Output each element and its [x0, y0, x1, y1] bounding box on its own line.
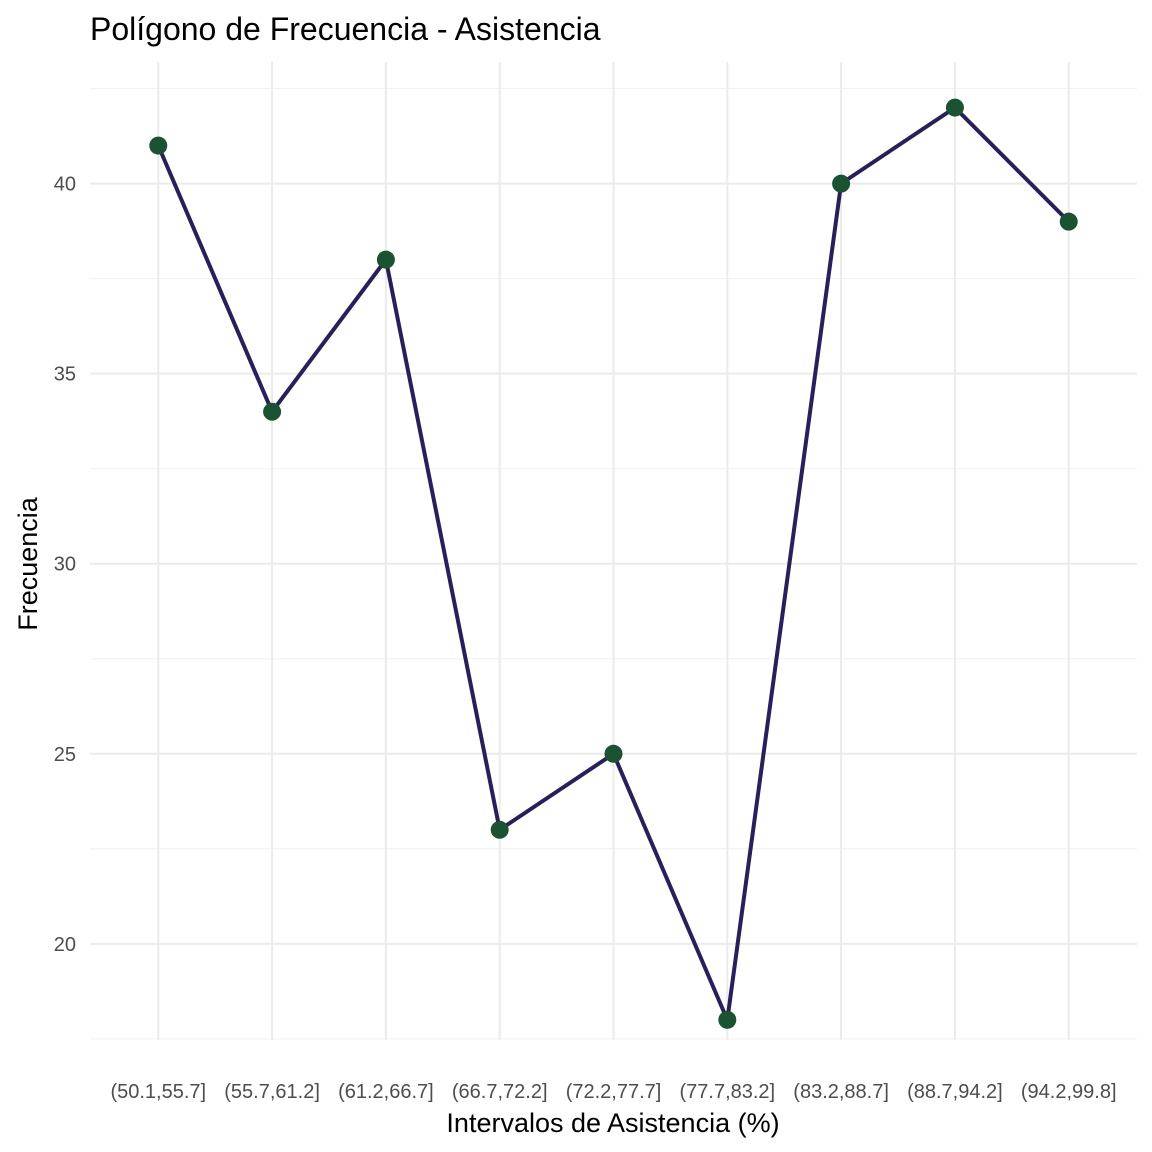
y-tick-label: 30	[54, 554, 76, 576]
grid	[90, 62, 1137, 1040]
x-axis-label: Intervalos de Asistencia (%)	[446, 1108, 779, 1138]
x-axis-ticks: (50.1,55.7] (55.7,61.2] (61.2,66.7] (66.7,7…	[110, 1081, 1116, 1103]
x-tick-label: (83.2,88.7]	[793, 1081, 889, 1103]
data-point	[149, 136, 168, 155]
x-tick-label: (94.2,99.8]	[1021, 1081, 1117, 1103]
x-tick-label: (77.7,83.2]	[679, 1081, 775, 1103]
data-point	[945, 98, 964, 117]
line-segment	[839, 105, 957, 186]
line-segment	[156, 143, 275, 414]
data-point	[832, 174, 851, 193]
x-tick-label: (61.2,66.7]	[338, 1081, 434, 1103]
line-segment	[270, 257, 388, 414]
y-tick-label: 40	[54, 174, 76, 196]
x-tick-label: (88.7,94.2]	[907, 1081, 1003, 1103]
data-point	[718, 1010, 737, 1029]
line-segment	[383, 257, 502, 832]
chart-title: Polígono de Frecuencia - Asistencia	[90, 11, 601, 47]
line-segment	[497, 751, 616, 832]
data-point	[490, 820, 509, 839]
x-tick-label: (72.2,77.7]	[566, 1081, 662, 1103]
line-segment	[611, 751, 730, 1022]
x-tick-label: (66.7,72.2]	[452, 1081, 548, 1103]
data-point	[263, 402, 282, 421]
line-segment	[725, 181, 844, 1022]
x-tick-label: (55.7,61.2]	[224, 1081, 320, 1103]
y-tick-label: 20	[54, 934, 76, 956]
y-tick-label: 25	[54, 744, 76, 766]
data-point	[1059, 212, 1078, 231]
data-point	[604, 744, 623, 763]
series	[149, 98, 1078, 1029]
y-axis-label: Frecuencia	[13, 496, 43, 631]
data-point	[376, 250, 395, 269]
y-axis-ticks: 20 25 30 35 40	[54, 174, 76, 956]
line-segment	[952, 105, 1071, 224]
x-tick-label: (50.1,55.7]	[110, 1081, 206, 1103]
y-tick-label: 35	[54, 364, 76, 386]
